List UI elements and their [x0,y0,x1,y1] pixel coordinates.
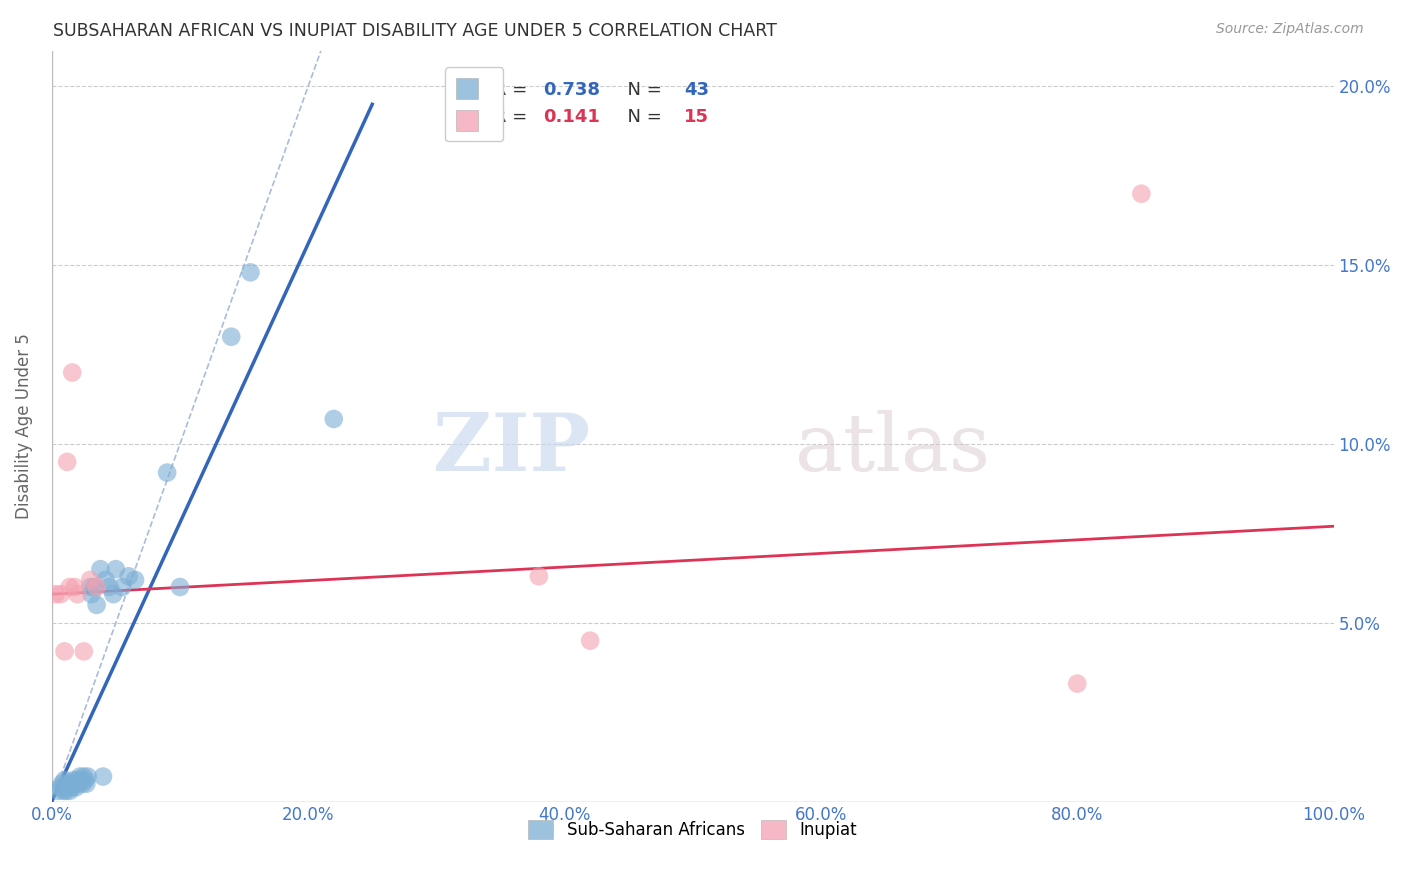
Point [60,366,83,380]
Point [53,644,76,658]
Point [58,780,80,795]
Point [103,587,125,601]
Point [73,644,96,658]
Point [98,580,121,594]
Point [1130,186,1153,201]
Legend: Sub-Saharan Africans, Inupiat: Sub-Saharan Africans, Inupiat [522,814,863,846]
Text: SUBSAHARAN AFRICAN VS INUPIAT DISABILITY AGE UNDER 5 CORRELATION CHART: SUBSAHARAN AFRICAN VS INUPIAT DISABILITY… [53,22,778,40]
Point [63,777,86,791]
Point [46,784,69,798]
Point [49,587,72,601]
Point [1066,676,1088,690]
Text: N =: N = [616,81,668,99]
Point [66,773,89,788]
Point [65,780,87,795]
Point [56,455,79,469]
Text: N =: N = [616,108,668,126]
Point [76,770,98,784]
Point [94,573,117,587]
Point [70,773,93,788]
Point [53,780,76,795]
Point [69,770,91,784]
Point [527,569,550,583]
Point [45,587,67,601]
Text: 43: 43 [683,81,709,99]
Point [579,633,602,648]
Point [118,569,141,583]
Point [104,562,127,576]
Text: 0.738: 0.738 [543,81,600,99]
Point [63,580,86,594]
Point [124,573,146,587]
Point [80,587,103,601]
Y-axis label: Disability Age Under 5: Disability Age Under 5 [15,334,32,519]
Point [51,777,73,791]
Point [73,770,96,784]
Point [89,562,111,576]
Point [79,580,101,594]
Point [67,777,90,791]
Text: R =: R = [494,81,533,99]
Point [66,587,89,601]
Point [219,330,242,344]
Point [239,265,262,279]
Text: 15: 15 [683,108,709,126]
Point [91,770,114,784]
Point [111,580,134,594]
Point [86,598,108,612]
Point [79,573,101,587]
Point [156,466,179,480]
Point [49,780,72,795]
Point [52,784,75,798]
Point [322,412,344,426]
Point [86,580,108,594]
Text: atlas: atlas [796,409,990,488]
Point [59,777,82,791]
Point [56,777,79,791]
Point [59,784,82,798]
Point [60,780,83,795]
Point [72,777,94,791]
Point [62,773,84,788]
Point [53,773,76,788]
Point [75,777,97,791]
Point [169,580,191,594]
Point [55,784,77,798]
Text: Source: ZipAtlas.com: Source: ZipAtlas.com [1216,22,1364,37]
Point [83,580,105,594]
Point [59,580,82,594]
Point [56,780,79,795]
Text: ZIP: ZIP [433,409,591,488]
Point [75,773,97,788]
Text: R =: R = [494,108,533,126]
Text: 0.141: 0.141 [543,108,599,126]
